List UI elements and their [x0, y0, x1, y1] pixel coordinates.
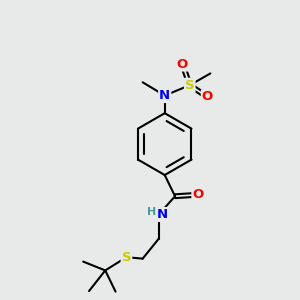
Text: N: N [159, 89, 170, 102]
Text: N: N [157, 208, 168, 221]
Text: O: O [192, 188, 204, 201]
Text: S: S [185, 79, 195, 92]
Text: S: S [122, 251, 131, 264]
Text: O: O [202, 91, 213, 103]
Text: O: O [177, 58, 188, 70]
Text: H: H [147, 207, 156, 218]
